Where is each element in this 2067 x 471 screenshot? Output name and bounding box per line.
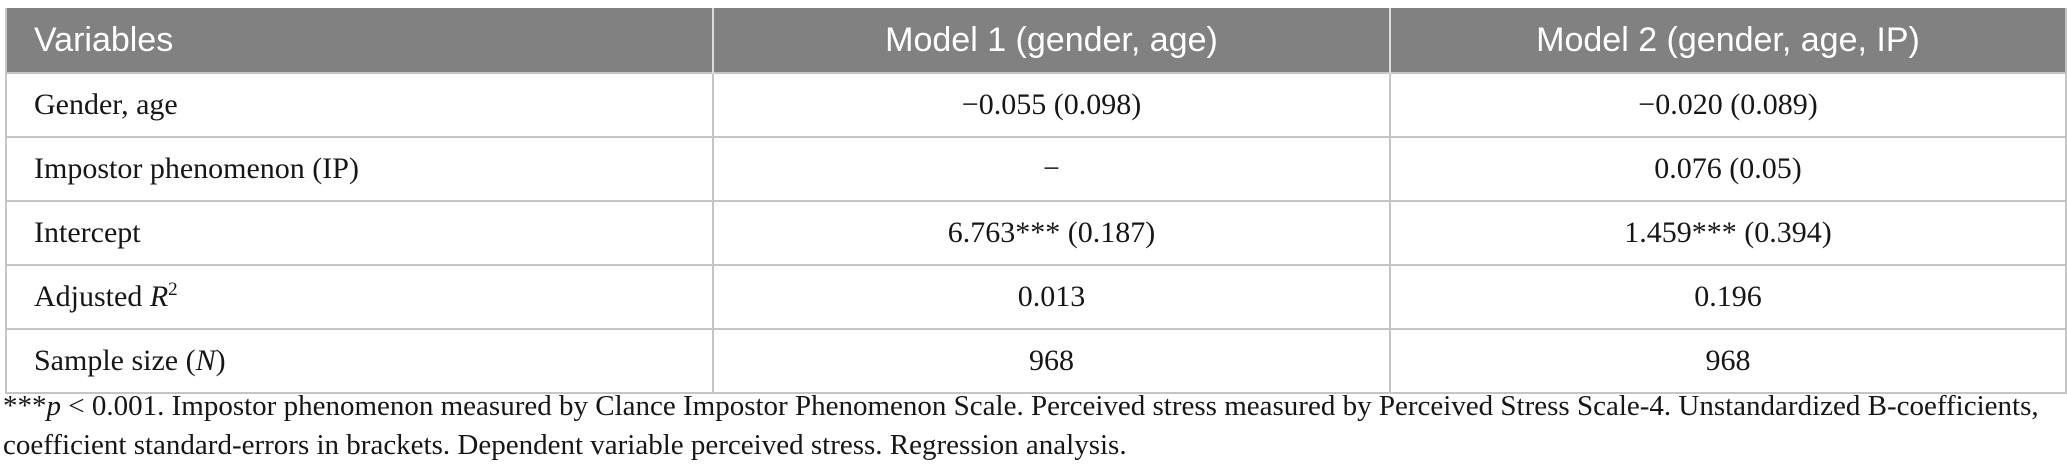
row-label: Impostor phenomenon (IP) [5,136,714,202]
row-label-text: Impostor phenomenon (IP) [34,152,359,185]
row-label-text: Intercept [34,216,141,249]
model1-value: − [712,136,1391,202]
table-body: Gender, age −0.055 (0.098) −0.020 (0.089… [5,72,2067,394]
table-row-sample-size: Sample size (N) 968 968 [5,328,2067,394]
model2-value: 0.076 (0.05) [1389,136,2067,202]
row-label: Sample size (N) [5,328,714,394]
table-row-gender-age: Gender, age −0.055 (0.098) −0.020 (0.089… [5,72,2067,138]
table-row-adjusted-r2: Adjusted R2 0.013 0.196 [5,264,2067,330]
header-model2: Model 2 (gender, age, IP) [1389,8,2066,73]
row-label: Gender, age [5,72,714,138]
table-row-intercept: Intercept 6.763*** (0.187) 1.459*** (0.3… [5,200,2067,266]
significance-stars: *** [3,390,47,422]
p-symbol: p [46,390,62,422]
header-variables: Variables [6,8,713,73]
model1-value: 6.763*** (0.187) [712,200,1391,266]
row-label-text: Adjusted [34,280,150,313]
regression-results-table: Variables Model 1 (gender, age) Model 2 … [5,8,2067,394]
header-model1: Model 1 (gender, age) [712,8,1390,73]
model1-value: 968 [712,328,1391,394]
row-label-suffix: ) [215,344,226,377]
row-label-superscript: 2 [168,279,178,300]
model2-value: −0.020 (0.089) [1389,72,2067,138]
table-footnote: ***p < 0.001. Impostor phenomenon measur… [3,387,2065,465]
row-label-text: Gender, age [34,88,178,121]
table-row-impostor-phenomenon: Impostor phenomenon (IP) − 0.076 (0.05) [5,136,2067,202]
model2-value: 0.196 [1389,264,2067,330]
header-row: Variables Model 1 (gender, age) Model 2 … [6,8,2066,73]
row-label: Adjusted R2 [5,264,714,330]
table-header: Variables Model 1 (gender, age) Model 2 … [6,8,2066,73]
row-label-italic-symbol: R [149,280,169,313]
model2-value: 968 [1389,328,2067,394]
model2-value: 1.459*** (0.394) [1389,200,2067,266]
model1-value: 0.013 [712,264,1391,330]
model1-value: −0.055 (0.098) [712,72,1391,138]
row-label-text: Sample size ( [34,344,196,377]
footnote-text: < 0.001. Impostor phenomenon measured by… [3,390,2039,461]
row-label-italic-symbol: N [195,344,216,377]
row-label: Intercept [5,200,714,266]
